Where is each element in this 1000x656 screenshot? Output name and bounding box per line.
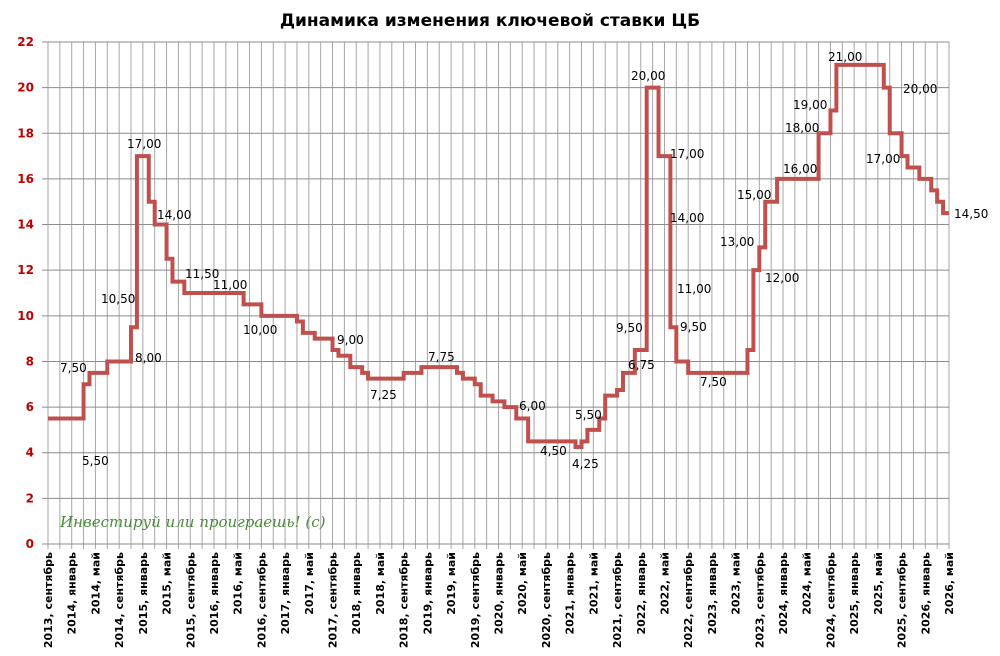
x-tick-label: 2014, май bbox=[89, 552, 102, 615]
data-label: 9,50 bbox=[680, 320, 707, 334]
x-tick-label: 2017, сентябрь bbox=[327, 552, 340, 648]
data-label: 21,00 bbox=[828, 50, 862, 64]
watermark: Инвестируй или проиграешь! (с) bbox=[59, 513, 326, 531]
x-tick-label: 2022, январь bbox=[635, 552, 648, 635]
x-tick-label: 2018, сентябрь bbox=[398, 552, 411, 648]
x-tick-label: 2016, май bbox=[232, 552, 245, 615]
data-label: 14,00 bbox=[670, 211, 704, 225]
x-tick-label: 2026, май bbox=[943, 552, 956, 615]
y-tick-label: 20 bbox=[17, 81, 34, 95]
x-tick-label: 2025, май bbox=[872, 552, 885, 615]
x-tick-label: 2013, сентябрь bbox=[42, 552, 55, 648]
x-tick-label: 2020, сентябрь bbox=[540, 552, 553, 648]
y-tick-label: 14 bbox=[17, 218, 34, 232]
y-tick-label: 8 bbox=[26, 354, 34, 368]
data-label: 17,00 bbox=[670, 147, 704, 161]
data-label: 10,00 bbox=[243, 323, 277, 337]
x-tick-label: 2023, январь bbox=[706, 552, 719, 635]
x-tick-label: 2022, май bbox=[658, 552, 671, 615]
x-tick-label: 2015, сентябрь bbox=[184, 552, 197, 648]
x-tick-label: 2026, январь bbox=[919, 552, 932, 635]
x-tick-label: 2020, май bbox=[516, 552, 529, 615]
x-tick-label: 2024, май bbox=[801, 552, 814, 615]
data-label: 11,50 bbox=[185, 267, 219, 281]
x-tick-label: 2014, январь bbox=[66, 552, 79, 635]
axes: 0 2 4 6 8 10 12 14 16 18 20 22 2013, сентябрь 2014, я… bbox=[17, 35, 956, 648]
data-label: 4,25 bbox=[572, 457, 599, 471]
grid bbox=[42, 41, 950, 549]
x-tick-label: 2024, январь bbox=[777, 552, 790, 635]
x-tick-label: 2019, сентябрь bbox=[469, 552, 482, 648]
data-label: 4,50 bbox=[540, 444, 567, 458]
x-tick-label: 2015, май bbox=[161, 552, 174, 615]
data-label: 6,00 bbox=[519, 399, 546, 413]
x-tick-label: 2021, май bbox=[587, 552, 600, 615]
data-label: 17,00 bbox=[866, 152, 900, 166]
x-tick-label: 2023, сентябрь bbox=[753, 552, 766, 648]
data-label: 7,25 bbox=[370, 388, 397, 402]
y-tick-label: 10 bbox=[17, 309, 34, 323]
x-tick-label: 2022, сентябрь bbox=[682, 552, 695, 648]
chart-title: Динамика изменения ключевой ставки ЦБ bbox=[280, 11, 700, 31]
data-label: 11,00 bbox=[677, 282, 711, 296]
data-label: 9,00 bbox=[337, 333, 364, 347]
x-tick-label: 2021, январь bbox=[564, 552, 577, 635]
x-tick-label: 2024, сентябрь bbox=[824, 552, 837, 648]
x-tick-label: 2016, январь bbox=[208, 552, 221, 635]
data-label: 17,00 bbox=[127, 137, 161, 151]
x-tick-label: 2019, январь bbox=[421, 552, 434, 635]
data-label: 5,50 bbox=[575, 408, 602, 422]
data-label: 19,00 bbox=[793, 98, 827, 112]
series-key-rate bbox=[48, 62, 949, 450]
y-tick-label: 12 bbox=[17, 263, 34, 277]
data-label: 12,00 bbox=[765, 271, 799, 285]
x-tick-label: 2017, январь bbox=[279, 552, 292, 635]
x-tick-label: 2025, сентябрь bbox=[896, 552, 909, 648]
data-label: 8,00 bbox=[135, 351, 162, 365]
data-label: 20,00 bbox=[631, 69, 665, 83]
x-tick-label: 2015, январь bbox=[137, 552, 150, 635]
x-tick-label: 2018, январь bbox=[350, 552, 363, 635]
y-tick-label: 16 bbox=[17, 172, 34, 186]
y-tick-label: 18 bbox=[17, 126, 34, 140]
data-label: 6,75 bbox=[628, 358, 655, 372]
data-label: 9,50 bbox=[616, 321, 643, 335]
x-tick-label: 2017, май bbox=[303, 552, 316, 615]
x-tick-label: 2018, май bbox=[374, 552, 387, 615]
data-label: 14,50 bbox=[954, 207, 988, 221]
data-label: 7,75 bbox=[428, 350, 455, 364]
data-label: 11,00 bbox=[213, 278, 247, 292]
x-tick-label: 2021, сентябрь bbox=[611, 552, 624, 648]
key-rate-line bbox=[48, 62, 949, 450]
data-label: 20,00 bbox=[903, 82, 937, 96]
data-label: 7,50 bbox=[60, 361, 87, 375]
x-tick-label: 2025, январь bbox=[848, 552, 861, 635]
data-label: 15,00 bbox=[737, 188, 771, 202]
data-label: 14,00 bbox=[157, 208, 191, 222]
data-label: 10,50 bbox=[101, 292, 135, 306]
y-tick-label: 4 bbox=[26, 446, 34, 460]
data-labels: 7,505,5010,508,0017,0014,0011,5011,0010,… bbox=[60, 50, 988, 471]
x-tick-label: 2014, сентябрь bbox=[113, 552, 126, 648]
y-tick-label: 0 bbox=[26, 537, 34, 551]
x-tick-label: 2016, сентябрь bbox=[255, 552, 268, 648]
data-label: 13,00 bbox=[720, 235, 754, 249]
data-label: 16,00 bbox=[783, 162, 817, 176]
x-tick-label: 2020, январь bbox=[493, 552, 506, 635]
data-label: 5,50 bbox=[82, 454, 109, 468]
y-tick-label: 6 bbox=[26, 400, 34, 414]
x-tick-label: 2019, май bbox=[445, 552, 458, 615]
data-label: 18,00 bbox=[785, 121, 819, 135]
y-tick-label: 2 bbox=[26, 491, 34, 505]
y-tick-label: 22 bbox=[17, 35, 34, 49]
x-tick-label: 2023, май bbox=[730, 552, 743, 615]
data-label: 7,50 bbox=[700, 375, 727, 389]
